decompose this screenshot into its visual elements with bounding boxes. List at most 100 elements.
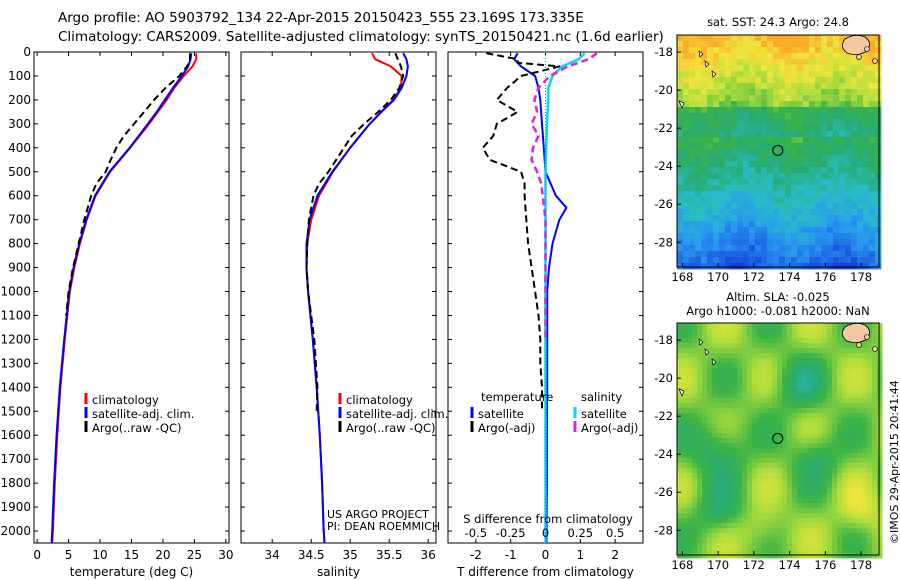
sla-map-cell bbox=[842, 553, 848, 559]
sla-map-cell bbox=[872, 383, 878, 389]
sla-map-cell bbox=[767, 538, 773, 544]
sla-map-cell bbox=[817, 353, 823, 359]
sst-map-cell bbox=[797, 197, 804, 204]
sst-map-cell bbox=[785, 113, 792, 120]
sst-map-cell bbox=[761, 35, 768, 42]
sla-map-cell bbox=[872, 368, 878, 374]
sla-map-cell bbox=[692, 548, 698, 554]
sla-map-cell bbox=[687, 428, 693, 434]
sla-map-cell bbox=[737, 428, 743, 434]
sla-map-cell bbox=[742, 518, 748, 524]
sla-map-cell bbox=[762, 508, 768, 514]
sla-map-cell bbox=[737, 463, 743, 469]
sla-map-cell bbox=[867, 343, 873, 349]
sst-map-cell bbox=[719, 65, 726, 72]
sla-map-cell bbox=[872, 523, 878, 529]
sla-map-cell bbox=[787, 418, 793, 424]
sla-map-cell bbox=[807, 478, 813, 484]
sla-map-cell bbox=[787, 373, 793, 379]
sla-map-cell bbox=[692, 428, 698, 434]
sla-map-cell bbox=[707, 393, 713, 399]
figure-title-line2: Climatology: CARS2009. Satellite-adjuste… bbox=[58, 29, 664, 45]
sla-map-cell bbox=[767, 553, 773, 559]
sla-map-cell bbox=[722, 413, 728, 419]
sst-map-cell bbox=[755, 41, 762, 48]
sla-map-cell bbox=[687, 358, 693, 364]
sla-map-cell bbox=[817, 508, 823, 514]
sla-map-cell bbox=[767, 448, 773, 454]
sst-map-cell bbox=[731, 215, 738, 222]
sla-map-cell bbox=[837, 438, 843, 444]
sst-map-cell bbox=[785, 95, 792, 102]
sst-map-cell bbox=[785, 245, 792, 252]
sst-map-cell bbox=[689, 65, 696, 72]
sst-map-cell bbox=[845, 167, 852, 174]
sla-map-cell bbox=[817, 523, 823, 529]
sla-map-cell bbox=[742, 508, 748, 514]
sla-map-cell bbox=[732, 543, 738, 549]
sst-map-cell bbox=[845, 83, 852, 90]
sst-map-cell bbox=[869, 173, 876, 180]
sla-map-cell bbox=[822, 428, 828, 434]
sla-map-cell bbox=[797, 393, 803, 399]
sla-map-cell bbox=[837, 468, 843, 474]
sla-map-cell bbox=[762, 533, 768, 539]
sst-map-cell bbox=[713, 209, 720, 216]
sst-map-cell bbox=[755, 209, 762, 216]
sla-map-cell bbox=[857, 368, 863, 374]
sla-map-cell bbox=[862, 548, 868, 554]
sla-map-xtick-label: 172 bbox=[743, 558, 765, 572]
sst-map-cell bbox=[731, 125, 738, 132]
sst-map-cell bbox=[839, 35, 846, 42]
sst-map-cell bbox=[701, 215, 708, 222]
sst-map-cell bbox=[767, 53, 774, 60]
figure-title-line1: Argo profile: AO 5903792_134 22-Apr-2015… bbox=[58, 10, 584, 26]
sst-map-cell bbox=[797, 71, 804, 78]
sla-map-cell bbox=[772, 328, 778, 334]
sla-map-cell bbox=[767, 498, 773, 504]
sst-map-cell bbox=[755, 107, 762, 114]
sla-map-cell bbox=[742, 433, 748, 439]
sst-map-cell bbox=[689, 89, 696, 96]
sla-map-cell bbox=[827, 368, 833, 374]
sla-map-cell bbox=[707, 543, 713, 549]
sla-map-xtick-label: 168 bbox=[671, 558, 693, 572]
temperature-xtick-label: 10 bbox=[92, 548, 107, 562]
sla-map-cell bbox=[702, 373, 708, 379]
sst-map-cell bbox=[869, 155, 876, 162]
sla-map-cell bbox=[712, 413, 718, 419]
sst-map-cell bbox=[731, 41, 738, 48]
sla-map-cell bbox=[782, 408, 788, 414]
sst-map-cell bbox=[815, 173, 822, 180]
sst-map-cell bbox=[869, 197, 876, 204]
sst-map-cell bbox=[815, 221, 822, 228]
sla-map-cell bbox=[707, 548, 713, 554]
sst-map-cell bbox=[683, 173, 690, 180]
sst-map-cell bbox=[737, 89, 744, 96]
sla-map-cell bbox=[727, 493, 733, 499]
sst-map-cell bbox=[839, 179, 846, 186]
sla-map-cell bbox=[752, 508, 758, 514]
sst-map-cell bbox=[785, 125, 792, 132]
sla-map-cell bbox=[827, 508, 833, 514]
sst-map-cell bbox=[689, 53, 696, 60]
sla-map-cell bbox=[837, 448, 843, 454]
sla-map-cell bbox=[697, 333, 703, 339]
sst-map-cell bbox=[827, 149, 834, 156]
depth-tick-label: 500 bbox=[8, 165, 31, 179]
sst-map-cell bbox=[725, 161, 732, 168]
sst-map-cell bbox=[851, 53, 858, 60]
sla-map-cell bbox=[732, 508, 738, 514]
sst-map-cell bbox=[875, 173, 882, 180]
sla-map-cell bbox=[847, 463, 853, 469]
sla-map-cell bbox=[767, 473, 773, 479]
sst-map-cell bbox=[743, 41, 750, 48]
sla-map-cell bbox=[697, 378, 703, 384]
sla-map-cell bbox=[692, 513, 698, 519]
sla-map-cell bbox=[842, 453, 848, 459]
sla-map-cell bbox=[692, 483, 698, 489]
sla-map-cell bbox=[817, 423, 823, 429]
sla-map-cell bbox=[787, 503, 793, 509]
sst-map-cell bbox=[773, 131, 780, 138]
sst-map-ytick-label: -18 bbox=[654, 45, 673, 59]
